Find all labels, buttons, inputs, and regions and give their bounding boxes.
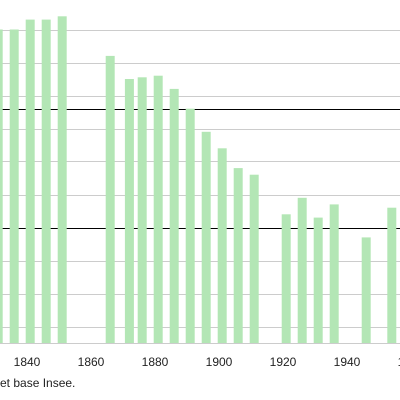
bars: [0, 16, 397, 344]
bar: [169, 88, 179, 344]
x-tick-label: 1920: [270, 355, 297, 369]
x-axis-ticks: 1840 1860 1880 1900 1920 1940 1960: [14, 355, 400, 369]
x-tick-label: 1960: [398, 355, 400, 369]
bar: [57, 16, 67, 344]
bar: [185, 108, 195, 343]
x-tick-label: 1880: [142, 355, 169, 369]
bar: [153, 75, 163, 343]
bar: [201, 131, 211, 343]
bar: [105, 55, 115, 344]
bar: [329, 204, 339, 343]
source-note: et base Insee.: [0, 376, 76, 390]
bar: [217, 148, 227, 343]
bar: [361, 237, 371, 343]
bar: [41, 19, 51, 343]
bar: [313, 217, 323, 343]
x-tick-label: 1940: [334, 355, 361, 369]
bar: [25, 19, 35, 343]
x-tick-label: 1900: [206, 355, 233, 369]
bar: [9, 29, 19, 343]
bar: [387, 207, 397, 343]
bar: [0, 29, 3, 343]
bar: [249, 174, 259, 343]
bar: [124, 79, 134, 343]
bar: [233, 168, 243, 343]
x-tick-label: 1860: [78, 355, 105, 369]
x-tick-label: 1840: [14, 355, 41, 369]
bar: [281, 214, 291, 343]
bar: [297, 197, 307, 343]
bar: [137, 77, 147, 344]
